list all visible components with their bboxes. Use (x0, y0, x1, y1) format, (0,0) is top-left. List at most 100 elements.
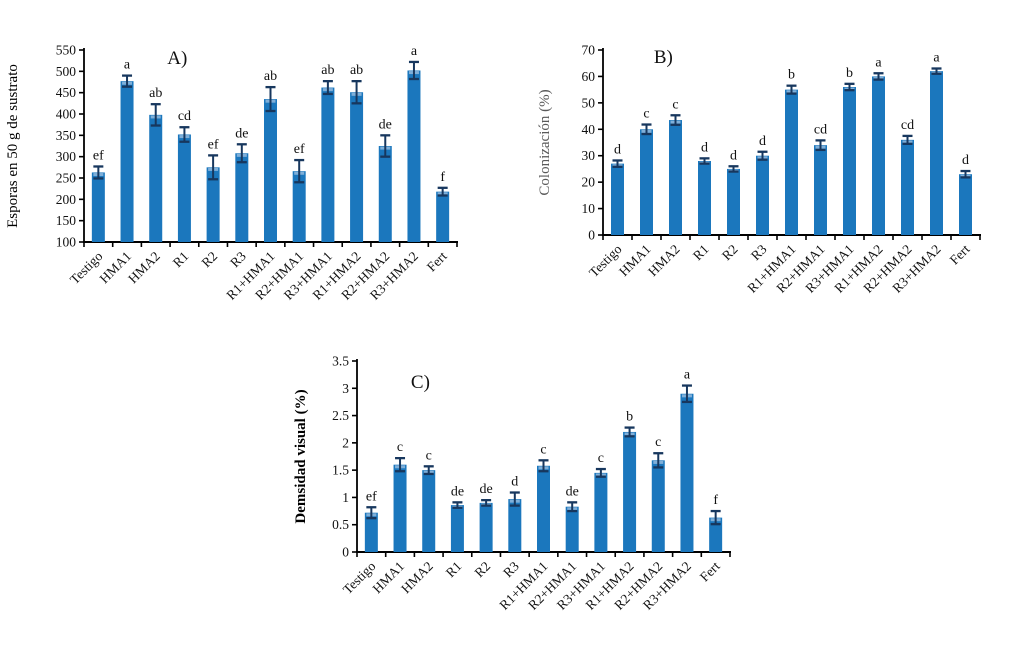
x-category-label: Fert (947, 241, 973, 267)
significance-letter: de (451, 484, 464, 499)
significance-letter: d (511, 475, 518, 490)
significance-letter: a (875, 55, 882, 70)
chart-panel-c: 0 0.5 1 1.5 2 2.5 3 3.5 ef Testigo c HMA1 c HMA2 de R1 d… (248, 338, 763, 653)
y-tick-label: 50 (582, 95, 596, 110)
y-tick-label: 60 (582, 69, 596, 84)
significance-letter: de (480, 482, 493, 497)
bar (594, 472, 608, 552)
bar (264, 99, 277, 242)
x-category-label: Fert (424, 248, 450, 274)
y-axis-title: Demsidad visual (%) (293, 389, 309, 523)
significance-letter: ef (93, 148, 104, 163)
bar-chart-b-svg: 0 10 20 30 40 50 60 70 d Testigo c HMA1 c HMA2 d R1 d R2 d… (537, 43, 981, 296)
bar (814, 145, 827, 235)
significance-letter: a (124, 58, 131, 73)
significance-letter: ef (294, 142, 305, 157)
bar (120, 81, 134, 242)
significance-letter: cd (901, 118, 914, 133)
bar (756, 155, 769, 235)
significance-letter: ab (264, 69, 277, 84)
bar (508, 499, 522, 552)
x-category-label: R3 (227, 248, 249, 270)
y-tick-label: 3.5 (332, 354, 349, 369)
y-tick-label: 1 (342, 490, 349, 505)
bar (378, 146, 392, 242)
bar (727, 168, 740, 235)
bar (177, 134, 191, 242)
bar (623, 431, 637, 552)
y-tick-label: 350 (56, 128, 77, 143)
chart-panel-a: 100 150 200 250 300 350 400 450 500 550 ef Testigo a… (0, 8, 495, 343)
bar (698, 161, 711, 235)
significance-letter: d (614, 142, 621, 157)
significance-letter: b (846, 66, 853, 81)
panel-label: C) (411, 372, 430, 393)
significance-letter: de (379, 117, 392, 132)
panel-label: A) (167, 48, 187, 69)
y-tick-label: 300 (56, 149, 77, 164)
x-category-label: HMA2 (398, 559, 436, 597)
significance-letter: c (540, 442, 546, 457)
significance-letter: f (440, 170, 445, 185)
bar (407, 70, 421, 242)
bar (709, 517, 723, 552)
bar (872, 76, 885, 235)
x-category-label: HMA2 (125, 249, 163, 287)
y-tick-label: 2.5 (332, 408, 349, 423)
x-category-label: R1 (443, 559, 465, 581)
bar (364, 512, 378, 552)
y-tick-label: 0 (342, 545, 349, 560)
bar (843, 87, 856, 235)
x-category-label: R2 (719, 242, 741, 264)
y-tick-label: 30 (582, 148, 596, 163)
significance-letter: d (759, 134, 766, 149)
significance-letter: ef (208, 137, 219, 152)
x-category-label: R1 (170, 249, 192, 271)
significance-letter: c (598, 451, 604, 466)
significance-letter: f (713, 493, 718, 508)
bar (393, 464, 407, 552)
bar (292, 171, 306, 242)
y-tick-label: 200 (56, 192, 77, 207)
bar (450, 505, 464, 552)
x-category-label: Testigo (586, 241, 625, 280)
x-category-label: HMA1 (369, 559, 407, 597)
y-tick-label: 0.5 (332, 517, 349, 532)
y-axis-title: Esporas en 50 g de sustrato (5, 64, 21, 228)
x-category-label: HMA1 (96, 249, 134, 287)
y-tick-label: 40 (582, 122, 596, 137)
bar-chart-c-svg: 0 0.5 1 1.5 2 2.5 3 3.5 ef Testigo c HMA1 c HMA2 de R1 d… (293, 354, 731, 613)
x-category-label: R2 (471, 559, 493, 581)
x-category-label: Fert (697, 558, 723, 584)
bar (91, 172, 105, 242)
significance-letter: ef (366, 489, 377, 504)
y-tick-label: 0 (588, 228, 595, 243)
y-tick-label: 3 (342, 381, 349, 396)
significance-letter: c (643, 107, 649, 122)
significance-letter: cd (178, 109, 191, 124)
y-tick-label: 70 (582, 43, 596, 58)
significance-letter: de (235, 126, 248, 141)
bar (959, 174, 972, 235)
significance-letter: a (684, 368, 691, 383)
y-tick-label: 10 (582, 201, 596, 216)
x-category-label: R1 (690, 242, 712, 264)
y-axis-title: Colonización (%) (537, 89, 553, 195)
bar-chart-a-svg: 100 150 200 250 300 350 400 450 500 550 ef Testigo a… (5, 43, 458, 303)
bar (611, 163, 624, 235)
bar (680, 393, 694, 552)
significance-letter: ab (149, 86, 162, 101)
bar (930, 71, 943, 235)
bar (436, 191, 450, 242)
significance-letter: a (411, 44, 418, 59)
x-category-label: R3 (500, 558, 522, 580)
bar (149, 114, 163, 242)
significance-letter: d (962, 153, 969, 168)
significance-letter: a (933, 51, 940, 66)
bar (321, 87, 335, 243)
significance-letter: cd (814, 122, 827, 137)
panel-label: B) (654, 47, 673, 68)
x-category-label: HMA1 (616, 242, 654, 280)
y-tick-label: 1.5 (332, 463, 349, 478)
